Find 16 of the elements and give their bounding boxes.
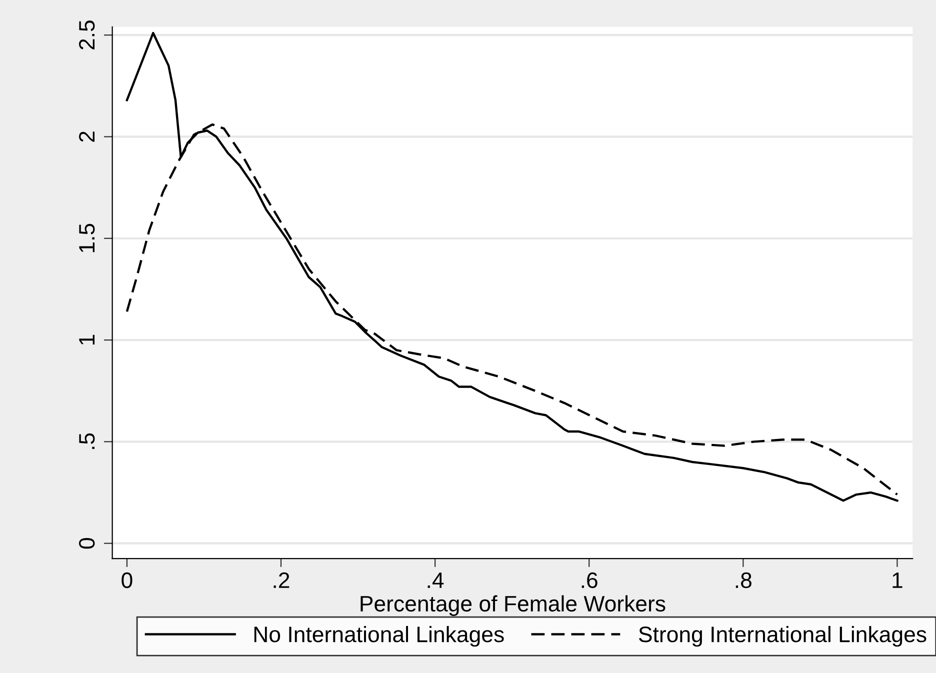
x-tick-label: 0: [122, 572, 132, 588]
x-tick-label: .2: [274, 572, 290, 588]
x-axis-title: Percentage of Female Workers: [360, 595, 666, 616]
x-tick-label: .8: [736, 572, 752, 588]
line-series: [126, 32, 898, 502]
y-tick-label: 1.5: [79, 224, 95, 252]
x-tick-label: .6: [582, 572, 598, 588]
legend-label: Strong International Linkages: [638, 626, 926, 647]
x-tick-label: 1: [892, 572, 902, 588]
y-tick-label: 1: [79, 334, 95, 345]
legend-label: No International Linkages: [254, 626, 504, 647]
y-tick-label: 2: [78, 132, 95, 142]
y-tick-label: 0: [78, 538, 95, 549]
x-tick-label: .4: [428, 572, 444, 588]
y-tick-label: 2.5: [78, 20, 95, 50]
y-tick-label: .5: [79, 433, 95, 449]
